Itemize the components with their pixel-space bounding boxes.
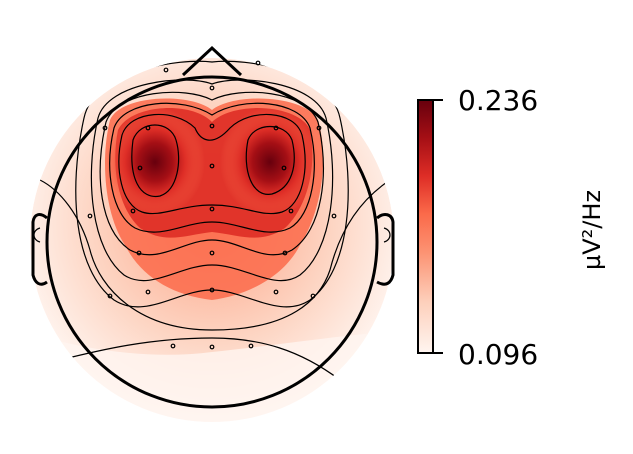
head-circle (45, 75, 379, 409)
colorbar-min-label: 0.096 (458, 338, 538, 371)
colorbar-unit-label: µV²/Hz (578, 190, 606, 270)
sensor-markers (87, 60, 337, 350)
left-ear (31, 213, 48, 286)
ear-marks (33, 227, 391, 243)
nose-shape (181, 45, 243, 77)
colorbar-max-label: 0.236 (458, 84, 538, 117)
head-outline (31, 45, 395, 409)
colorbar-gradient (417, 99, 434, 354)
right-ear (376, 213, 395, 286)
colorbar: 0.236 0.096 µV²/Hz (417, 84, 606, 371)
